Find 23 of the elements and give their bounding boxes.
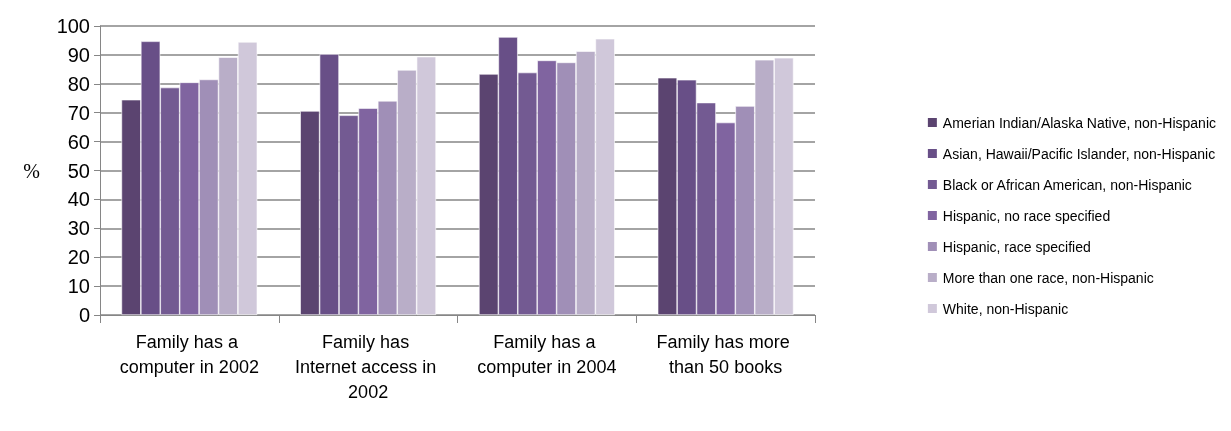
y-tick-label: 70 (67, 101, 90, 124)
y-tick-label: 100 (56, 15, 90, 37)
y-tick-label: 0 (78, 304, 90, 326)
y-tick-label: 50 (67, 159, 90, 182)
legend-label: White, non-Hispanic (942, 300, 1069, 317)
legend-label: Hispanic, race specified (942, 238, 1091, 255)
legend-label: More than one race, non-Hispanic (942, 269, 1154, 286)
y-tick-label: 60 (67, 130, 90, 153)
y-tick-label: 80 (67, 72, 90, 95)
x-tick-label: Family has a computer in 2002 (119, 331, 259, 377)
y-tick-label: 20 (67, 246, 90, 269)
legend-label: Amerian Indian/Alaska Native, non-Hispanic (942, 114, 1216, 131)
y-tick-label: 30 (67, 217, 90, 240)
x-tick-label: Family has a computer in 2004 (477, 331, 617, 377)
y-tick-label: 90 (67, 43, 90, 66)
x-tick-label: Family has more than 50 books (656, 331, 795, 377)
x-tick-label: Family has Internet access in 2002 (295, 331, 442, 402)
y-tick-label: 40 (67, 188, 90, 211)
y-axis-title: % (23, 159, 40, 182)
legend-label: Black or African American, non-Hispanic (942, 176, 1192, 193)
legend-label: Asian, Hawaii/Pacific Islander, non-Hispanic (942, 145, 1216, 162)
y-tick-label: 10 (67, 275, 90, 298)
legend-label: Hispanic, no race specified (942, 207, 1111, 224)
